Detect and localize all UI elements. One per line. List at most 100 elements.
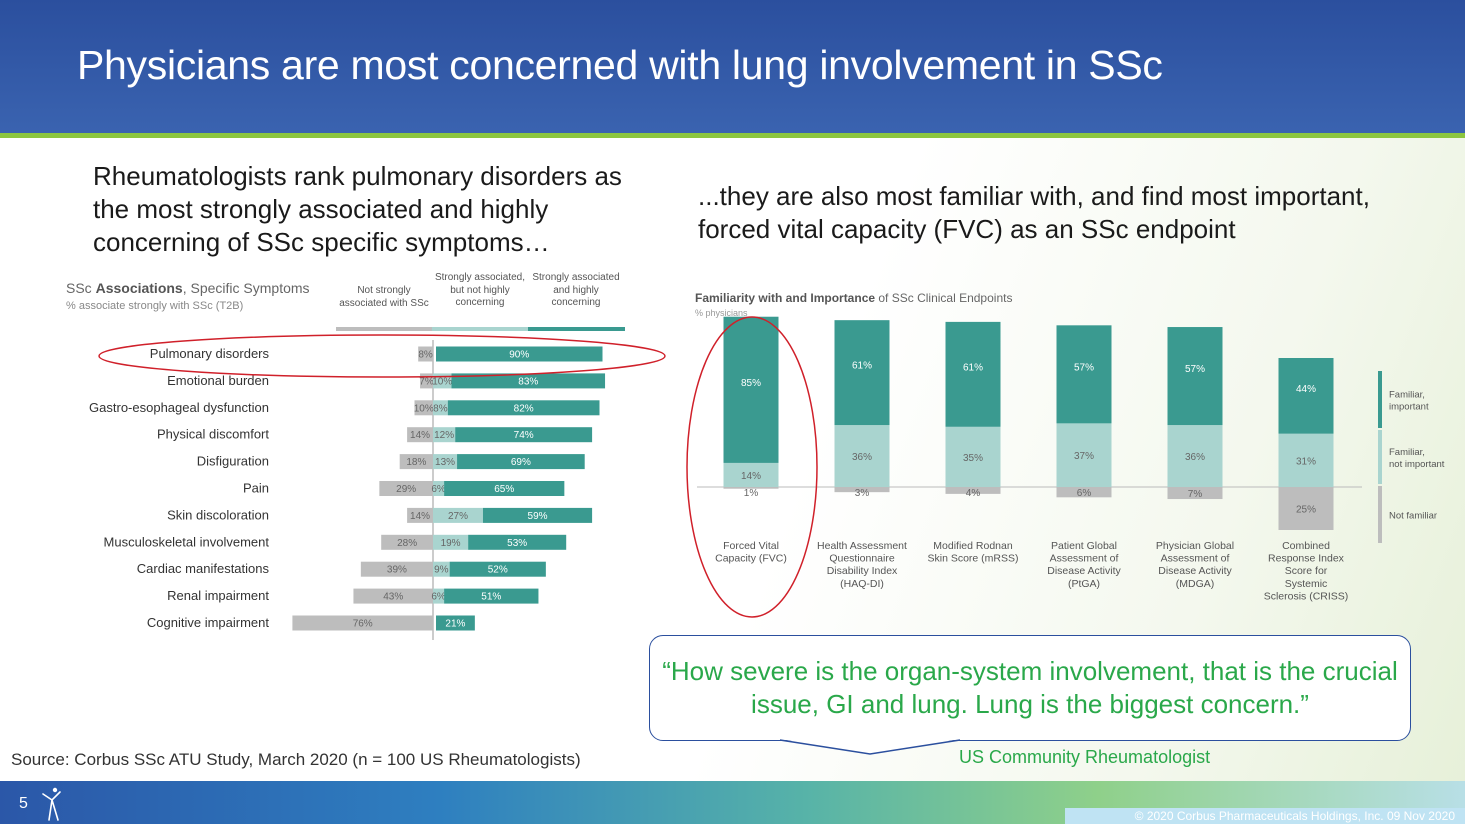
category-label: Patient Global	[1051, 540, 1117, 552]
category-label: Skin discoloration	[167, 507, 269, 522]
bar-label-strongly-not-concerning: 27%	[448, 511, 468, 522]
bar-label-familiar-important: 85%	[741, 378, 761, 389]
bar-strongly-concerning	[482, 507, 593, 523]
bar-label-strongly-not-concerning: 8%	[433, 403, 448, 414]
left-heading: Rheumatologists rank pulmonary disorders…	[93, 161, 622, 257]
bar-label-not-strongly: 28%	[397, 538, 417, 549]
bar-not-familiar	[834, 487, 890, 493]
legend-swatch	[1378, 371, 1382, 428]
bar-strongly-concerning	[436, 346, 603, 362]
bar-strongly-not-concerning	[433, 400, 448, 416]
category-label: (PtGA)	[1068, 578, 1100, 590]
legend-label: Familiar,	[1389, 390, 1425, 401]
category-label: Combined	[1282, 540, 1330, 552]
source-note: Source: Corbus SSc ATU Study, March 2020…	[11, 750, 581, 769]
bar-label-not-familiar: 6%	[1077, 488, 1092, 499]
bar-strongly-not-concerning	[433, 534, 469, 550]
bar-label-strongly-not-concerning: 9%	[434, 565, 449, 576]
bar-label-strongly-concerning: 69%	[511, 457, 531, 468]
bar-strongly-not-concerning	[433, 561, 450, 577]
bar-familiar-important	[1167, 327, 1223, 426]
bar-familiar-important	[834, 320, 890, 426]
bar-label-strongly-concerning: 52%	[488, 565, 508, 576]
category-label: Forced Vital	[723, 540, 779, 552]
category-label: Disease Activity	[1047, 565, 1121, 577]
bar-label-familiar-not-important: 36%	[852, 452, 872, 463]
corbus-figure-icon	[42, 787, 61, 821]
bar-not-strongly	[418, 346, 433, 362]
bar-label-not-strongly: 39%	[387, 565, 407, 576]
bar-not-familiar	[723, 487, 779, 489]
col-rule-dark-teal	[528, 327, 625, 331]
category-label: Gastro-esophageal dysfunction	[89, 400, 269, 415]
category-label: Physician Global	[1156, 540, 1234, 552]
category-label: Pulmonary disorders	[150, 346, 270, 361]
bar-not-strongly	[292, 615, 433, 631]
col-head-not-strongly: Not strongly associated with SSc	[339, 285, 429, 309]
bar-familiar-not-important	[1167, 425, 1223, 487]
category-label: Disease Activity	[1158, 565, 1232, 577]
bar-not-familiar	[1167, 487, 1223, 500]
bar-label-strongly-not-concerning: 12%	[434, 430, 454, 441]
bar-label-not-familiar: 1%	[744, 488, 759, 499]
category-label: Disfiguration	[197, 454, 269, 469]
col-head-strongly-concerning: Strongly associated and highly concernin…	[532, 272, 620, 308]
bar-label-familiar-not-important: 36%	[1185, 452, 1205, 463]
bar-not-familiar	[1056, 487, 1112, 498]
bar-label-not-familiar: 7%	[1188, 489, 1203, 500]
legend-label: Familiar,	[1389, 447, 1425, 458]
category-label: Questionnaire	[829, 553, 895, 565]
bar-label-familiar-important: 44%	[1296, 384, 1316, 395]
bar-label-not-strongly: 18%	[406, 457, 426, 468]
symptoms-chart-subtitle: % associate strongly with SSc (T2B)	[66, 300, 244, 312]
bar-not-strongly	[414, 400, 433, 416]
bar-label-familiar-important: 61%	[963, 362, 983, 373]
page-number: 5	[19, 795, 28, 812]
category-label: (HAQ-DI)	[840, 578, 884, 590]
category-label: Cardiac manifestations	[137, 561, 270, 576]
category-label: Disability Index	[827, 565, 898, 577]
bar-strongly-concerning	[444, 481, 565, 496]
category-label: Systemic	[1285, 578, 1328, 590]
bar-label-not-familiar: 25%	[1296, 505, 1316, 516]
category-label: Score for	[1285, 565, 1328, 577]
bar-strongly-not-concerning	[433, 454, 458, 470]
bar-label-familiar-important: 57%	[1074, 362, 1094, 373]
bar-strongly-not-concerning	[433, 588, 445, 604]
legend-label: important	[1389, 402, 1429, 413]
bar-familiar-important	[1278, 358, 1334, 434]
bar-label-strongly-concerning: 83%	[518, 376, 538, 387]
category-label: Physical discomfort	[157, 427, 269, 442]
bar-strongly-concerning	[444, 588, 539, 604]
quote-text: “How severe is the organ-system involvem…	[662, 656, 1398, 719]
category-label: Modified Rodnan	[933, 540, 1013, 552]
bar-label-not-strongly: 43%	[383, 592, 403, 603]
title-bar	[0, 0, 1465, 133]
bar-label-strongly-concerning: 90%	[509, 350, 529, 361]
legend-label: not important	[1389, 459, 1445, 470]
quote-attribution: US Community Rheumatologist	[959, 747, 1211, 767]
bar-label-familiar-important: 57%	[1185, 364, 1205, 375]
bar-not-strongly	[407, 427, 433, 443]
bar-not-strongly	[399, 454, 433, 470]
col-rule-light-teal	[432, 327, 528, 331]
bar-label-strongly-concerning: 53%	[507, 538, 527, 549]
bar-familiar-not-important	[945, 426, 1001, 487]
bar-label-familiar-not-important: 31%	[1296, 456, 1316, 467]
bar-label-not-strongly: 8%	[418, 350, 433, 361]
bar-familiar-important	[945, 321, 1001, 427]
bar-strongly-concerning	[455, 427, 593, 443]
category-label: Musculoskeletal involvement	[104, 534, 270, 549]
symptoms-chart-title: SSc Associations, Specific Symptoms	[66, 280, 310, 296]
bar-not-familiar	[1278, 487, 1334, 530]
bar-label-familiar-not-important: 35%	[963, 453, 983, 464]
bar-label-strongly-concerning: 74%	[514, 430, 534, 441]
bar-label-not-strongly: 29%	[396, 484, 416, 495]
title-accent-rule	[0, 133, 1465, 138]
category-label: Pain	[243, 481, 269, 496]
col-rule-gray	[336, 327, 432, 331]
bar-familiar-not-important	[1278, 433, 1334, 487]
bar-strongly-not-concerning	[433, 427, 456, 443]
highlight-circle-fvc	[686, 316, 818, 618]
